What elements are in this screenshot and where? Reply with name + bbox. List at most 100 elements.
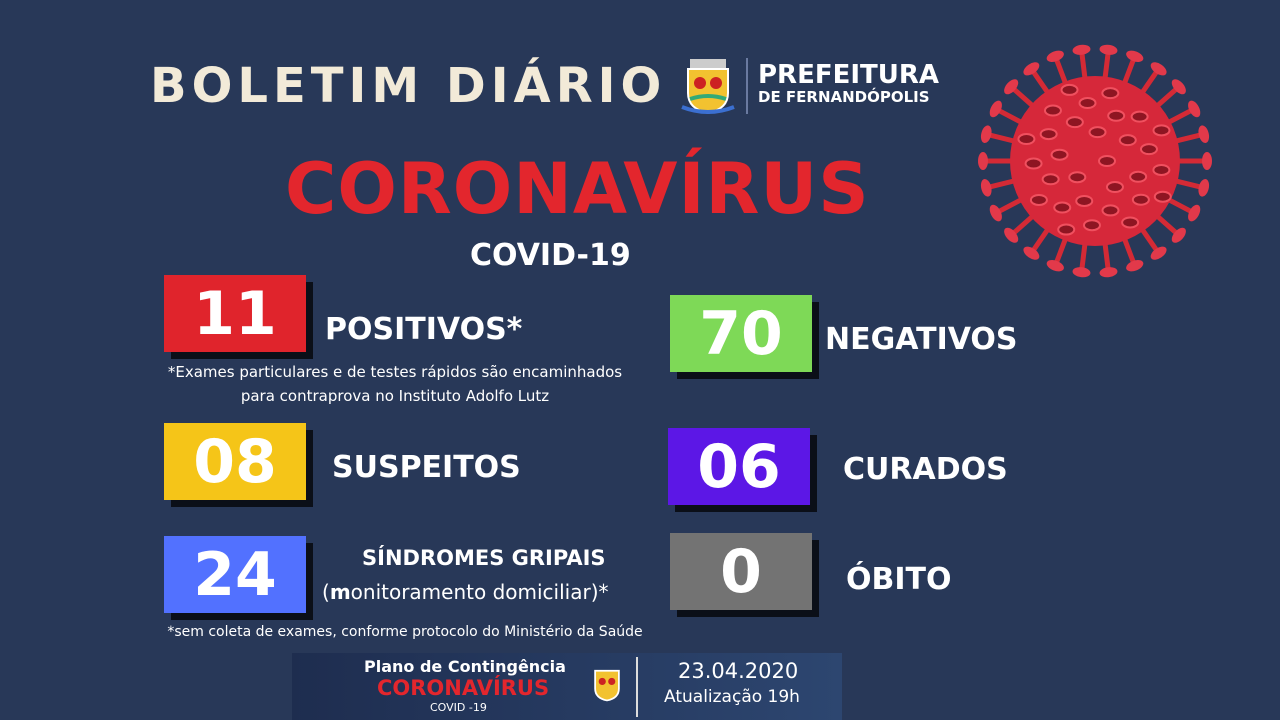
- virus-pore: [1078, 97, 1097, 110]
- virus-pore: [1082, 219, 1101, 232]
- virus-spike: [985, 177, 1018, 191]
- virus-spike-tip: [1023, 62, 1040, 76]
- virus-spike: [1079, 240, 1088, 273]
- virus-pore: [1039, 128, 1058, 141]
- suspeitos-label: SUSPEITOS: [332, 450, 521, 485]
- virus-pore: [1050, 148, 1069, 161]
- virus-spike-tip: [1046, 50, 1064, 62]
- virus-spike-tip: [1171, 79, 1186, 95]
- sindromes-note: *sem coleta de exames, conforme protocol…: [167, 624, 643, 640]
- city-crest-icon: [681, 59, 735, 115]
- paren: (: [322, 580, 330, 604]
- org-line1: PREFEITURA: [758, 60, 940, 90]
- virus-spike: [1052, 234, 1069, 267]
- virus-spike-tip: [1126, 50, 1144, 62]
- virus-spike: [1009, 212, 1037, 238]
- virus-spike-tip: [1099, 267, 1118, 278]
- virus-pore: [1139, 143, 1158, 156]
- city-crest-icon: [594, 669, 620, 702]
- bold-m: m: [329, 580, 351, 604]
- virus-spike-tip: [978, 152, 988, 170]
- virus-spike-tip: [1004, 227, 1019, 243]
- virus-spike-tip: [1099, 44, 1118, 55]
- suspeitos-count: 08: [164, 423, 306, 500]
- footer-banner: Plano de Contingência CORONAVÍRUS COVID …: [292, 653, 842, 720]
- footer-update: Atualização 19h: [664, 687, 800, 707]
- virus-pore: [1101, 204, 1120, 217]
- org-line2: DE FERNANDÓPOLIS: [758, 88, 930, 106]
- virus-spike-tip: [980, 178, 992, 197]
- virus-spike-tip: [1150, 246, 1167, 260]
- virus-spike-tip: [989, 100, 1002, 118]
- positivos-note: *Exames particulares e de testes rápidos…: [140, 360, 650, 408]
- virus-pore: [1101, 87, 1120, 100]
- virus-pore: [1152, 163, 1171, 176]
- virus-spike: [1121, 234, 1138, 267]
- virus-pore: [1088, 126, 1107, 139]
- virus-spike-tip: [1046, 260, 1064, 272]
- footer-plan: Plano de Contingência: [364, 657, 566, 676]
- subtitle: COVID-19: [470, 238, 631, 273]
- virus-spike: [1052, 55, 1069, 88]
- virus-spike: [1138, 67, 1161, 97]
- virus-spike: [994, 195, 1026, 216]
- footer-date: 23.04.2020: [678, 659, 799, 683]
- sublabel-text: onitoramento domiciliar)*: [350, 580, 609, 604]
- virus-spike: [1102, 240, 1111, 273]
- virus-spike: [1102, 49, 1111, 82]
- sindromes-count: 24: [164, 536, 306, 613]
- virus-pore: [1057, 223, 1076, 236]
- sindromes-sublabel: (monitoramento domiciliar)*: [322, 580, 609, 604]
- virus-pore: [1129, 170, 1148, 183]
- virus-spike-tip: [1072, 44, 1091, 55]
- positivos-count: 11: [164, 275, 306, 352]
- obito-label: ÓBITO: [846, 562, 952, 597]
- virus-spike: [1079, 49, 1088, 82]
- virus-pore: [1075, 194, 1094, 207]
- virus-pore: [1053, 201, 1072, 214]
- virus-pore: [1017, 133, 1036, 146]
- virus-spike: [1121, 55, 1138, 88]
- virus-spike: [1153, 212, 1181, 238]
- virus-spike-tip: [1004, 79, 1019, 95]
- virus-spike: [1172, 131, 1205, 145]
- virus-spike: [1029, 225, 1052, 255]
- curados-count: 06: [668, 428, 810, 505]
- virus-spike-tip: [1150, 62, 1167, 76]
- footer-divider: [636, 657, 638, 717]
- obito-count: 0: [670, 533, 812, 610]
- virus-pore: [1098, 155, 1116, 167]
- virus-pore: [1068, 171, 1087, 184]
- virus-spike-tip: [1188, 100, 1201, 118]
- footer-covid: COVID -19: [430, 701, 487, 714]
- virus-spike-tip: [1198, 178, 1210, 197]
- virus-spike-tip: [989, 204, 1002, 222]
- negativos-label: NEGATIVOS: [825, 322, 1018, 357]
- virus-pore: [1041, 173, 1060, 186]
- virus-spike-tip: [1202, 152, 1212, 170]
- virus-pore: [1152, 124, 1171, 137]
- org-name: PREFEITURA DE FERNANDÓPOLIS: [758, 62, 939, 106]
- coronavirus-icon: [978, 44, 1212, 278]
- virus-spike-tip: [1171, 227, 1186, 243]
- footer-corona: CORONAVÍRUS: [377, 676, 550, 700]
- virus-pore: [1131, 193, 1150, 206]
- curados-label: CURADOS: [843, 452, 1008, 487]
- virus-spike-tip: [1188, 204, 1201, 222]
- virus-pore: [1024, 157, 1043, 170]
- virus-spike-tip: [980, 125, 992, 144]
- virus-pore: [1153, 190, 1172, 203]
- virus-spike: [1172, 177, 1205, 191]
- virus-spike-tip: [1023, 246, 1040, 260]
- bulletin-title: BOLETIM DIÁRIO: [150, 58, 667, 114]
- virus-spike: [1164, 195, 1196, 216]
- positivos-label: POSITIVOS*: [325, 312, 523, 347]
- virus-pore: [1118, 134, 1137, 147]
- virus-pore: [1130, 110, 1149, 123]
- virus-pore: [1029, 193, 1048, 206]
- virus-spike: [1164, 106, 1196, 127]
- virus-spike: [1138, 225, 1161, 255]
- virus-pore: [1107, 109, 1126, 122]
- virus-pore: [1043, 104, 1062, 117]
- virus-spike-tip: [1072, 267, 1091, 278]
